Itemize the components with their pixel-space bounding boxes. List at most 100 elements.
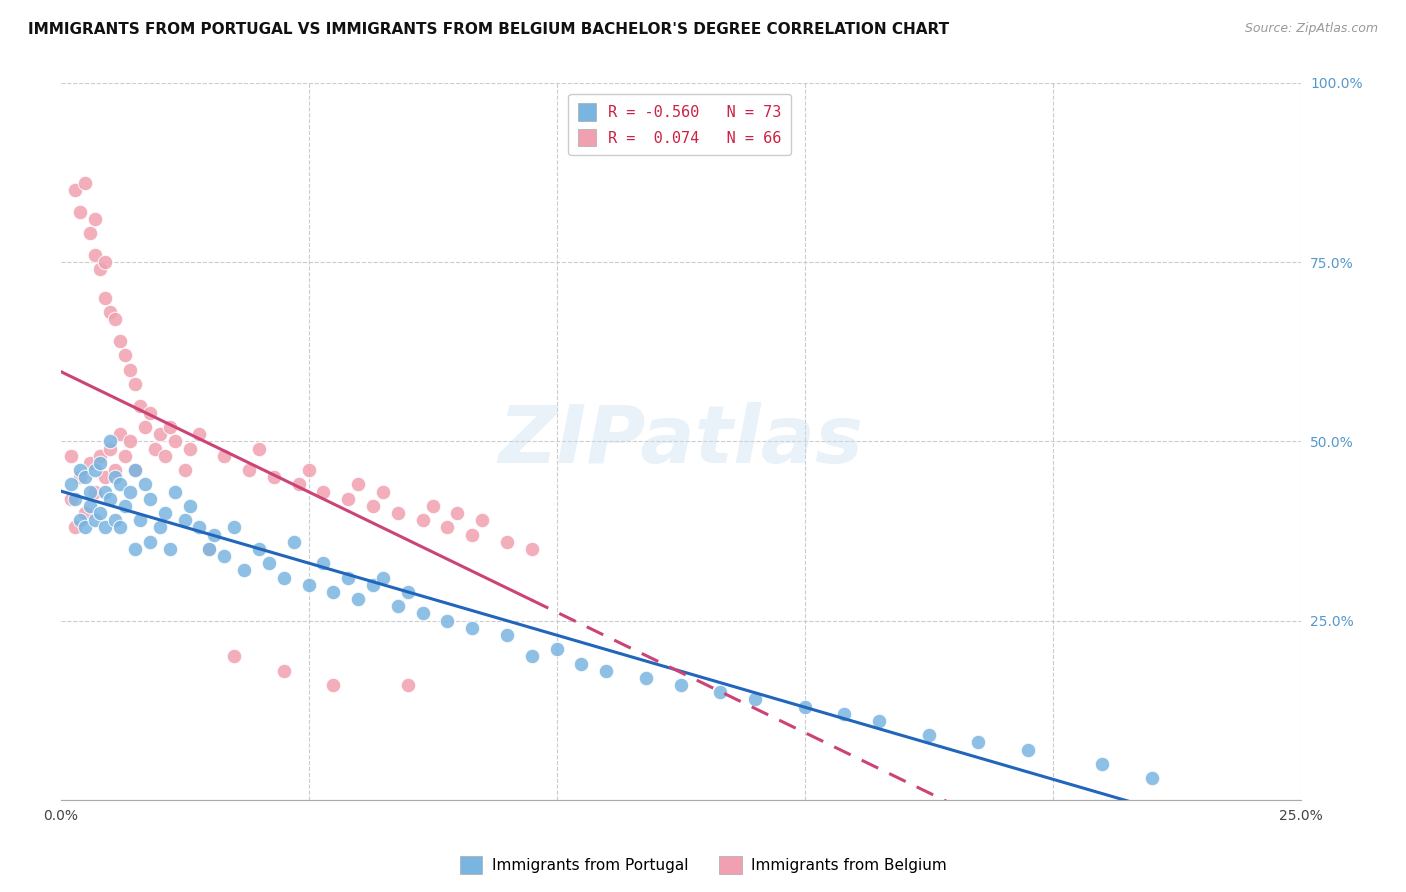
Point — [104, 312, 127, 326]
Point — [371, 484, 394, 499]
Point — [94, 520, 117, 534]
Point — [163, 484, 186, 499]
Point — [179, 499, 201, 513]
Point — [129, 399, 152, 413]
Point — [214, 449, 236, 463]
Point — [94, 255, 117, 269]
Point — [65, 520, 87, 534]
Point — [322, 585, 344, 599]
Point — [159, 541, 181, 556]
Point — [75, 506, 97, 520]
Point — [124, 463, 146, 477]
Point — [75, 520, 97, 534]
Point — [143, 442, 166, 456]
Point — [98, 305, 121, 319]
Point — [139, 406, 162, 420]
Point — [361, 499, 384, 513]
Point — [832, 706, 855, 721]
Point — [387, 506, 409, 520]
Point — [337, 570, 360, 584]
Point — [436, 614, 458, 628]
Point — [496, 534, 519, 549]
Point — [396, 585, 419, 599]
Point — [159, 420, 181, 434]
Point — [179, 442, 201, 456]
Point — [312, 556, 335, 570]
Point — [129, 513, 152, 527]
Point — [371, 570, 394, 584]
Point — [233, 563, 256, 577]
Point — [98, 491, 121, 506]
Point — [89, 449, 111, 463]
Point — [188, 427, 211, 442]
Point — [247, 541, 270, 556]
Point — [69, 463, 91, 477]
Point — [173, 513, 195, 527]
Point — [224, 520, 246, 534]
Point — [79, 456, 101, 470]
Point — [108, 520, 131, 534]
Point — [709, 685, 731, 699]
Point — [75, 470, 97, 484]
Point — [322, 678, 344, 692]
Point — [257, 556, 280, 570]
Point — [104, 463, 127, 477]
Point — [84, 463, 107, 477]
Point — [744, 692, 766, 706]
Point — [65, 184, 87, 198]
Point — [669, 678, 692, 692]
Point — [59, 449, 82, 463]
Point — [84, 212, 107, 227]
Point — [297, 578, 319, 592]
Point — [59, 477, 82, 491]
Point — [224, 649, 246, 664]
Point — [1140, 771, 1163, 785]
Point — [69, 205, 91, 219]
Point — [120, 484, 142, 499]
Legend: R = -0.560   N = 73, R =  0.074   N = 66: R = -0.560 N = 73, R = 0.074 N = 66 — [568, 95, 790, 155]
Point — [412, 513, 434, 527]
Point — [238, 463, 260, 477]
Point — [89, 456, 111, 470]
Point — [793, 699, 815, 714]
Point — [263, 470, 285, 484]
Point — [173, 463, 195, 477]
Text: Source: ZipAtlas.com: Source: ZipAtlas.com — [1244, 22, 1378, 36]
Point — [149, 520, 172, 534]
Point — [361, 578, 384, 592]
Point — [104, 470, 127, 484]
Point — [139, 534, 162, 549]
Legend: Immigrants from Portugal, Immigrants from Belgium: Immigrants from Portugal, Immigrants fro… — [453, 850, 953, 880]
Point — [114, 348, 136, 362]
Point — [104, 513, 127, 527]
Point — [139, 491, 162, 506]
Point — [287, 477, 309, 491]
Point — [198, 541, 221, 556]
Point — [198, 541, 221, 556]
Point — [114, 449, 136, 463]
Point — [108, 334, 131, 348]
Point — [446, 506, 468, 520]
Point — [595, 664, 617, 678]
Point — [283, 534, 305, 549]
Point — [571, 657, 593, 671]
Point — [387, 599, 409, 614]
Point — [94, 484, 117, 499]
Point — [214, 549, 236, 563]
Point — [312, 484, 335, 499]
Text: IMMIGRANTS FROM PORTUGAL VS IMMIGRANTS FROM BELGIUM BACHELOR'S DEGREE CORRELATIO: IMMIGRANTS FROM PORTUGAL VS IMMIGRANTS F… — [28, 22, 949, 37]
Point — [967, 735, 990, 749]
Point — [247, 442, 270, 456]
Point — [396, 678, 419, 692]
Point — [337, 491, 360, 506]
Point — [471, 513, 494, 527]
Point — [94, 291, 117, 305]
Point — [79, 484, 101, 499]
Point — [347, 592, 370, 607]
Point — [98, 442, 121, 456]
Point — [84, 248, 107, 262]
Point — [153, 449, 176, 463]
Text: ZIPatlas: ZIPatlas — [498, 402, 863, 481]
Point — [79, 227, 101, 241]
Point — [202, 527, 225, 541]
